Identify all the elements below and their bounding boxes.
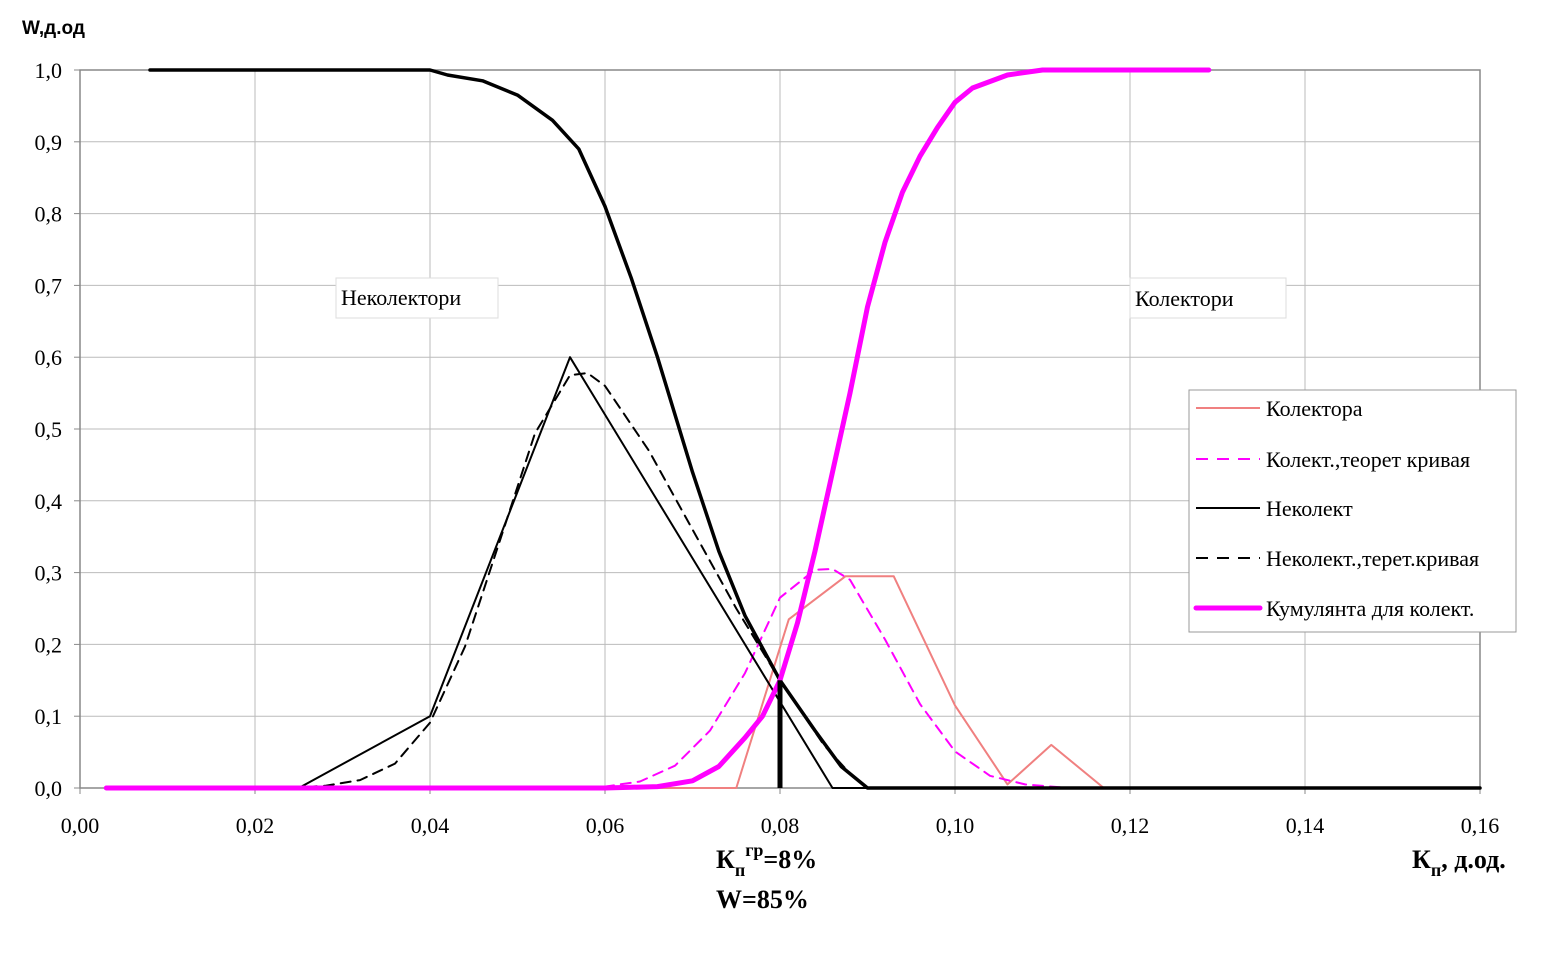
annotation-noncollectors-text: Неколектори [341, 285, 461, 310]
legend-label: Неколект.,терет.кривая [1266, 546, 1479, 571]
series-line-4 [103, 67, 1212, 791]
series-line-5 [148, 68, 1482, 790]
y-tick-label: 0,9 [35, 130, 63, 155]
series-line-1 [569, 568, 1061, 789]
legend: Колектора Колект.,теорет кривая Неколект Не… [1188, 389, 1517, 633]
x-label-sub: п [1431, 860, 1441, 880]
legend-label: Кумулянта для колект. [1266, 596, 1474, 621]
y-tick-label: 0,3 [35, 561, 63, 586]
annotation-collectors: Колектори [1129, 277, 1287, 319]
series-line-0 [647, 575, 1481, 789]
x-tick-label: 0,08 [761, 813, 800, 838]
annotation-collectors-text: Колектори [1135, 286, 1234, 311]
x-label-main: К [1412, 845, 1431, 874]
y-axis-label: W,д.од [22, 18, 85, 39]
x-tick-label: 0,10 [936, 813, 975, 838]
x-tick-label: 0,06 [586, 813, 625, 838]
kp-sup: гр [745, 840, 763, 860]
legend-label: Колект.,теорет кривая [1266, 447, 1470, 472]
x-axis-ticks: 0,00 0,02 0,04 0,06 0,08 0,10 0,12 0,14 0,16 [61, 788, 1500, 838]
y-tick-label: 0,0 [35, 776, 63, 801]
legend-label: Колектора [1266, 396, 1363, 421]
y-axis-ticks: 0,0 0,1 0,2 0,3 0,4 0,5 0,6 0,7 0,8 0,9 1,0 [35, 58, 80, 801]
x-tick-label: 0,00 [61, 813, 100, 838]
series-group [103, 67, 1482, 791]
y-tick-label: 1,0 [35, 58, 63, 83]
kp-threshold-label: Кпгр=8% [716, 840, 817, 880]
annotation-noncollectors: Неколектори [335, 277, 499, 319]
x-tick-label: 0,12 [1111, 813, 1150, 838]
y-tick-label: 0,8 [35, 202, 63, 227]
y-tick-label: 0,1 [35, 704, 63, 729]
x-label-rest: , д.од. [1441, 845, 1506, 874]
x-axis-label: Кп, д.од. [1412, 845, 1506, 880]
x-tick-label: 0,02 [236, 813, 275, 838]
y-tick-label: 0,7 [35, 273, 63, 298]
kp-sub: п [735, 860, 745, 880]
y-tick-label: 0,4 [35, 489, 63, 514]
x-tick-label: 0,16 [1461, 813, 1500, 838]
y-tick-label: 0,5 [35, 417, 63, 442]
w-value-label: W=85% [716, 885, 809, 914]
y-tick-label: 0,6 [35, 345, 63, 370]
kp-main: К [716, 845, 735, 874]
legend-label: Неколект [1266, 496, 1353, 521]
kp-value: =8% [763, 845, 817, 874]
y-tick-label: 0,2 [35, 632, 63, 657]
x-tick-label: 0,14 [1286, 813, 1325, 838]
x-tick-label: 0,04 [411, 813, 450, 838]
